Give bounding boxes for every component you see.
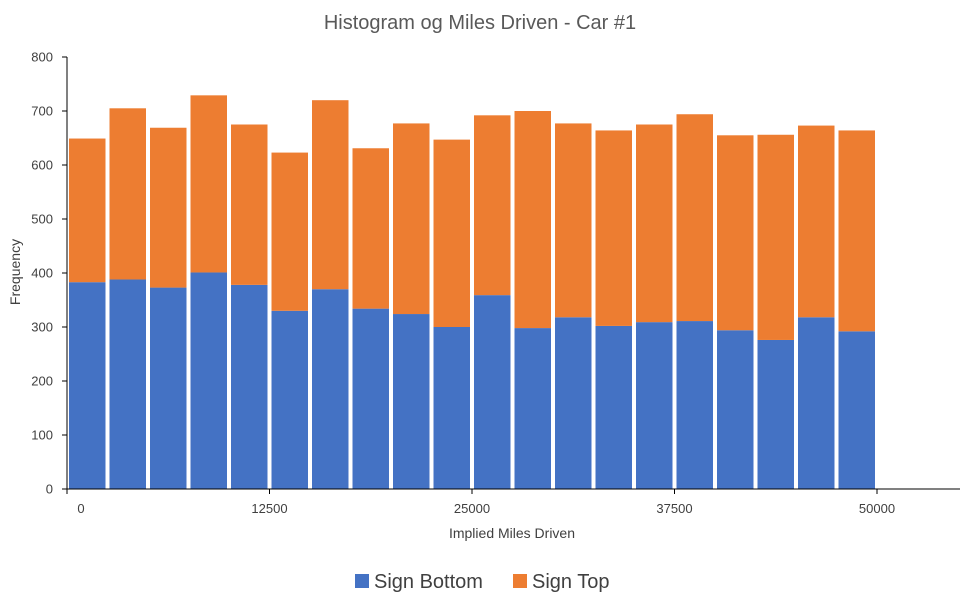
- bar-sign-top-6: [312, 100, 349, 290]
- y-tick-label: 600: [31, 158, 53, 173]
- bar-sign-bottom-11: [514, 328, 551, 489]
- bar-sign-bottom-7: [352, 308, 389, 489]
- y-tick-label: 100: [31, 428, 53, 443]
- bar-sign-top-3: [190, 95, 227, 273]
- bar-sign-bottom-14: [636, 322, 673, 489]
- bar-sign-bottom-13: [595, 325, 632, 489]
- y-tick-label: 0: [46, 482, 53, 497]
- x-tick-label: 50000: [859, 501, 895, 516]
- y-tick-label: 800: [31, 50, 53, 65]
- y-tick-label: 500: [31, 212, 53, 227]
- bar-sign-top-18: [798, 125, 835, 318]
- legend-label-sign-bottom: Sign Bottom: [374, 571, 483, 593]
- bar-sign-bottom-10: [474, 295, 511, 489]
- bar-sign-top-9: [433, 139, 470, 327]
- legend-swatch-sign-bottom: [355, 574, 369, 588]
- bar-sign-bottom-12: [555, 317, 592, 489]
- bar-sign-top-15: [676, 114, 713, 322]
- bar-sign-bottom-9: [433, 327, 470, 489]
- bar-sign-top-5: [271, 152, 308, 311]
- bar-sign-top-11: [514, 111, 551, 329]
- bar-sign-bottom-4: [231, 284, 268, 489]
- bar-sign-bottom-6: [312, 289, 349, 489]
- bar-sign-top-19: [838, 130, 875, 332]
- legend-label-sign-top: Sign Top: [532, 571, 609, 593]
- bar-sign-top-2: [150, 127, 187, 288]
- bars: [69, 95, 875, 489]
- y-tick-label: 700: [31, 104, 53, 119]
- bar-sign-top-1: [109, 108, 146, 280]
- bar-sign-top-10: [474, 115, 511, 296]
- bar-sign-bottom-5: [271, 310, 308, 489]
- y-axis-label: Frequency: [7, 239, 23, 305]
- bar-sign-bottom-15: [676, 321, 713, 489]
- x-tick-label: 0: [77, 501, 84, 516]
- x-tick-label: 12500: [251, 501, 287, 516]
- bar-sign-bottom-16: [717, 330, 754, 489]
- bar-sign-bottom-2: [150, 287, 187, 489]
- x-tick-label: 25000: [454, 501, 490, 516]
- x-axis-label: Implied Miles Driven: [449, 525, 575, 541]
- bar-sign-top-8: [393, 123, 430, 315]
- bar-sign-top-17: [757, 134, 794, 340]
- bar-sign-top-4: [231, 124, 268, 285]
- bar-sign-top-0: [69, 138, 106, 283]
- chart-title: Histogram og Miles Driven - Car #1: [324, 12, 636, 34]
- x-tick-labels: 0 12500 25000 37500 50000: [66, 489, 895, 516]
- legend-swatch-sign-top: [513, 574, 527, 588]
- bar-sign-top-14: [636, 124, 673, 323]
- bar-sign-bottom-3: [190, 272, 227, 489]
- bar-sign-bottom-17: [757, 339, 794, 489]
- x-tick-label: 37500: [656, 501, 692, 516]
- y-tick-label: 400: [31, 266, 53, 281]
- bar-sign-top-16: [717, 135, 754, 331]
- bar-sign-bottom-8: [393, 314, 430, 489]
- bar-sign-bottom-18: [798, 317, 835, 489]
- bar-sign-bottom-1: [109, 279, 146, 489]
- bar-sign-top-12: [555, 123, 592, 318]
- y-tick-label: 300: [31, 320, 53, 335]
- legend: Sign Bottom Sign Top: [355, 571, 609, 593]
- bar-sign-top-13: [595, 130, 632, 326]
- y-tick-labels: 0 100 200 300 400 500 600 700 800: [31, 50, 67, 497]
- bar-sign-bottom-0: [69, 282, 106, 489]
- bar-sign-bottom-19: [838, 331, 875, 489]
- y-tick-label: 200: [31, 374, 53, 389]
- bar-sign-top-7: [352, 148, 389, 309]
